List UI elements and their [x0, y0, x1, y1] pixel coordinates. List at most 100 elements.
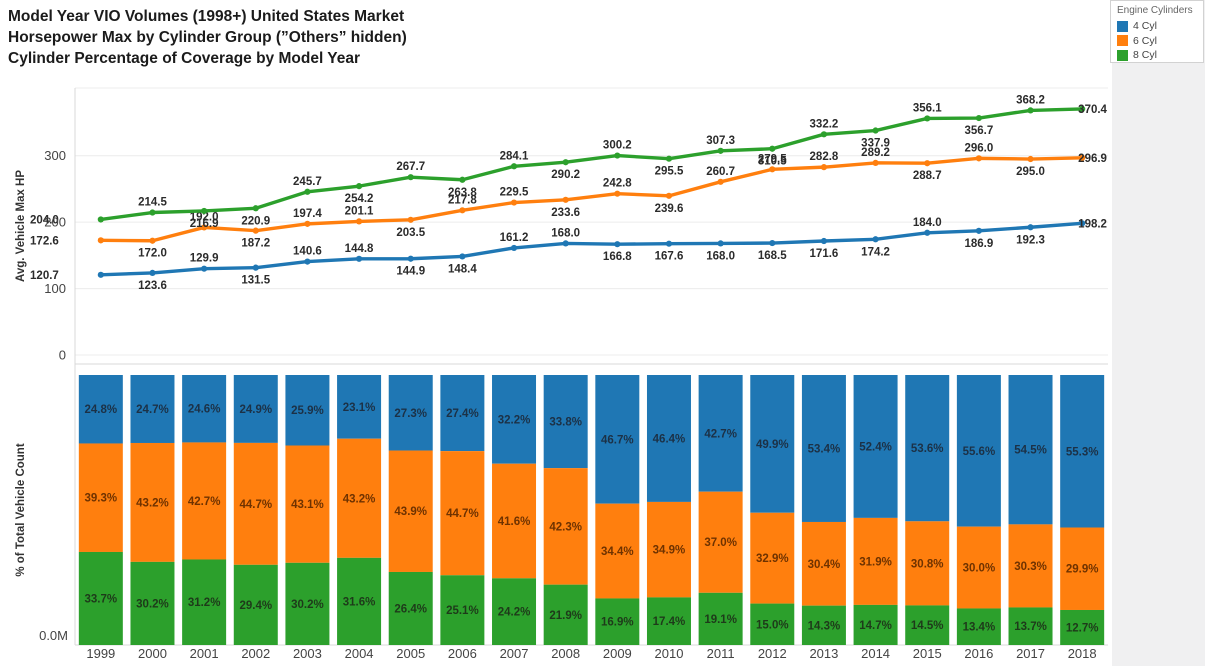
bar-segment-4-cyl-2015[interactable]: [905, 375, 950, 522]
data-point-8-cyl-2012[interactable]: [769, 145, 776, 152]
data-point-6-cyl-2008[interactable]: [562, 196, 569, 203]
data-point-8-cyl-1999[interactable]: [97, 216, 104, 223]
bar-segment-6-cyl-2006[interactable]: [440, 451, 485, 576]
bar-segment-6-cyl-2004[interactable]: [337, 438, 382, 558]
data-point-4-cyl-2006[interactable]: [459, 253, 466, 260]
data-point-6-cyl-2000[interactable]: [149, 237, 156, 244]
data-point-4-cyl-2008[interactable]: [562, 240, 569, 247]
bar-segment-6-cyl-2010[interactable]: [646, 501, 691, 598]
bar-segment-6-cyl-2018[interactable]: [1060, 527, 1105, 610]
bar-segment-4-cyl-2002[interactable]: [233, 375, 278, 443]
data-point-4-cyl-2011[interactable]: [717, 240, 724, 247]
bar-segment-6-cyl-2001[interactable]: [182, 442, 227, 560]
data-point-4-cyl-2015[interactable]: [924, 229, 931, 236]
line-series-8-cyl[interactable]: [99, 107, 1084, 222]
bar-segment-6-cyl-2015[interactable]: [905, 521, 950, 606]
data-point-8-cyl-2008[interactable]: [562, 159, 569, 166]
data-point-6-cyl-2001[interactable]: [201, 224, 208, 231]
data-point-8-cyl-2006[interactable]: [459, 176, 466, 183]
bar-segment-8-cyl-2008[interactable]: [543, 584, 588, 645]
data-point-6-cyl-2018[interactable]: [1079, 154, 1086, 161]
bar-segment-4-cyl-2011[interactable]: [698, 375, 743, 492]
bar-segment-4-cyl-2009[interactable]: [595, 375, 640, 504]
bar-segment-8-cyl-2005[interactable]: [388, 571, 433, 645]
bar-segment-6-cyl-2011[interactable]: [698, 491, 743, 593]
bar-segment-4-cyl-2010[interactable]: [646, 375, 691, 502]
bar-segment-6-cyl-2002[interactable]: [233, 442, 278, 565]
data-point-8-cyl-2016[interactable]: [975, 114, 982, 122]
bar-segment-4-cyl-2013[interactable]: [801, 375, 846, 522]
bar-segment-4-cyl-2004[interactable]: [337, 375, 382, 439]
data-point-8-cyl-2007[interactable]: [510, 163, 518, 170]
data-point-6-cyl-1999[interactable]: [97, 237, 104, 244]
data-point-8-cyl-2018[interactable]: [1079, 105, 1086, 113]
data-point-6-cyl-2011[interactable]: [717, 178, 724, 185]
data-point-6-cyl-2002[interactable]: [252, 227, 259, 234]
data-point-4-cyl-2003[interactable]: [304, 258, 311, 265]
data-point-6-cyl-2006[interactable]: [459, 207, 466, 214]
data-point-8-cyl-2010[interactable]: [665, 155, 673, 162]
data-point-8-cyl-2003[interactable]: [304, 188, 311, 195]
bar-segment-4-cyl-2007[interactable]: [492, 375, 537, 464]
data-point-4-cyl-2013[interactable]: [820, 237, 828, 245]
data-point-4-cyl-2016[interactable]: [975, 227, 982, 234]
bar-segment-8-cyl-2018[interactable]: [1060, 609, 1105, 645]
bar-segment-8-cyl-2016[interactable]: [956, 608, 1001, 645]
bar-segment-4-cyl-2017[interactable]: [1008, 375, 1053, 525]
data-point-8-cyl-2015[interactable]: [924, 115, 931, 122]
legend-item-8-cyl[interactable]: 8 Cyl: [1117, 49, 1203, 61]
line-series-6-cyl[interactable]: [99, 156, 1084, 243]
data-point-8-cyl-2004[interactable]: [355, 183, 363, 190]
bar-segment-4-cyl-1999[interactable]: [78, 375, 123, 444]
data-point-6-cyl-2010[interactable]: [665, 192, 673, 199]
bar-segment-8-cyl-2015[interactable]: [905, 605, 950, 645]
data-point-4-cyl-2010[interactable]: [665, 240, 673, 247]
bar-segment-8-cyl-2003[interactable]: [285, 562, 330, 645]
bar-segment-8-cyl-2017[interactable]: [1008, 607, 1053, 645]
bar-segment-6-cyl-2016[interactable]: [956, 526, 1001, 609]
bar-segment-6-cyl-2008[interactable]: [543, 468, 588, 585]
bar-segment-8-cyl-2014[interactable]: [853, 604, 898, 645]
data-point-4-cyl-2001[interactable]: [201, 265, 208, 272]
data-point-6-cyl-2009[interactable]: [614, 190, 621, 197]
bar-segment-4-cyl-2005[interactable]: [388, 375, 433, 451]
data-point-6-cyl-2016[interactable]: [975, 155, 982, 162]
data-point-4-cyl-2000[interactable]: [149, 269, 156, 276]
data-point-6-cyl-2015[interactable]: [924, 160, 931, 167]
bar-segment-4-cyl-2000[interactable]: [130, 375, 175, 443]
bar-segment-4-cyl-2001[interactable]: [182, 375, 227, 443]
data-point-6-cyl-2007[interactable]: [510, 199, 518, 206]
bar-segment-6-cyl-1999[interactable]: [78, 443, 123, 552]
data-point-8-cyl-2011[interactable]: [717, 147, 724, 154]
data-point-4-cyl-2005[interactable]: [407, 255, 414, 262]
data-point-4-cyl-2018[interactable]: [1079, 220, 1086, 227]
data-point-8-cyl-2001[interactable]: [201, 207, 208, 215]
bar-segment-4-cyl-2018[interactable]: [1060, 375, 1105, 528]
data-point-8-cyl-2013[interactable]: [820, 131, 828, 138]
bar-segment-4-cyl-2014[interactable]: [853, 375, 898, 518]
data-point-8-cyl-2000[interactable]: [149, 209, 156, 216]
data-point-6-cyl-2014[interactable]: [872, 159, 879, 166]
bar-segment-6-cyl-2012[interactable]: [750, 512, 795, 604]
bar-segment-8-cyl-2001[interactable]: [182, 559, 227, 645]
bar-segment-6-cyl-2017[interactable]: [1008, 524, 1053, 608]
data-point-4-cyl-2014[interactable]: [872, 236, 879, 243]
bar-segment-8-cyl-2004[interactable]: [337, 557, 382, 645]
bar-segment-6-cyl-2013[interactable]: [801, 521, 846, 606]
bar-segment-8-cyl-2000[interactable]: [130, 561, 175, 645]
bar-segment-6-cyl-2007[interactable]: [492, 463, 537, 579]
data-point-4-cyl-2007[interactable]: [510, 244, 518, 252]
data-point-6-cyl-2013[interactable]: [820, 164, 828, 171]
data-point-4-cyl-2004[interactable]: [355, 255, 363, 262]
data-point-4-cyl-2009[interactable]: [614, 241, 621, 248]
bar-segment-8-cyl-2006[interactable]: [440, 575, 485, 645]
data-point-6-cyl-2012[interactable]: [769, 166, 776, 173]
data-point-8-cyl-2014[interactable]: [872, 127, 879, 134]
bar-segment-8-cyl-2011[interactable]: [698, 592, 743, 645]
data-point-4-cyl-2002[interactable]: [252, 264, 259, 271]
line-series-4-cyl[interactable]: [99, 221, 1084, 277]
bar-segment-6-cyl-2005[interactable]: [388, 450, 433, 572]
bar-segment-4-cyl-2012[interactable]: [750, 375, 795, 513]
bar-segment-8-cyl-1999[interactable]: [78, 551, 123, 645]
bar-segment-8-cyl-2002[interactable]: [233, 564, 278, 645]
